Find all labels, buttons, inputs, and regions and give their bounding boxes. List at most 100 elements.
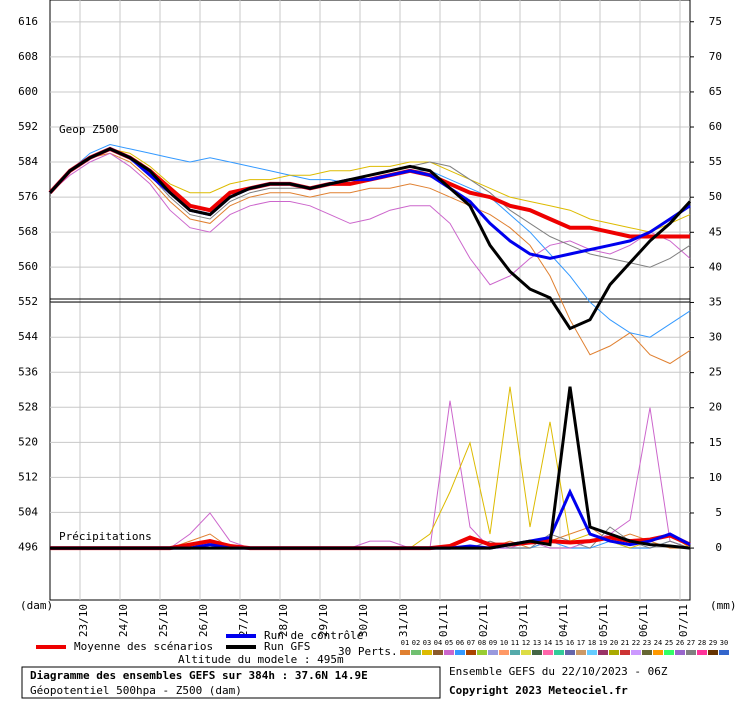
- perturbation-label: 17: [577, 639, 585, 647]
- perturbation-label: 09: [489, 639, 497, 647]
- z500-line: [48, 147, 692, 331]
- perturbation-label: 28: [698, 639, 706, 647]
- perturbation-swatch: [620, 650, 630, 655]
- perturbation-label: 23: [643, 639, 651, 647]
- perturbation-label: 26: [676, 639, 684, 647]
- y-tick-label: 584: [18, 155, 38, 168]
- altitude-note: Altitude du modele : 495m: [178, 653, 344, 666]
- perturbation-swatch: [686, 650, 696, 655]
- legend-label: Run de contrôle: [264, 629, 363, 642]
- perturbation-label: 08: [478, 639, 486, 647]
- perturbation-swatch: [664, 650, 674, 655]
- x-tick-label: 27/10: [237, 604, 250, 637]
- x-tick-label: 31/10: [397, 604, 410, 637]
- y-tick-label: 592: [18, 120, 38, 133]
- perturbation-label: 21: [621, 639, 629, 647]
- perturbation-swatch: [697, 650, 707, 655]
- perturbation-swatch: [719, 650, 729, 655]
- perturbation-label: 24: [654, 639, 662, 647]
- panel-label: Geop Z500: [59, 123, 119, 136]
- perturbation-label: 22: [632, 639, 640, 647]
- legend-label: Moyenne des scénarios: [74, 640, 213, 653]
- perturbation-swatch: [675, 650, 685, 655]
- x-tick-label: 01/11: [437, 604, 450, 637]
- perturbation-label: 30: [720, 639, 728, 647]
- info-subtitle: Géopotentiel 500hpa - Z500 (dam): [30, 684, 242, 697]
- perturbation-label: 16: [566, 639, 574, 647]
- perturbation-swatch: [411, 650, 421, 655]
- perturbation-swatch: [554, 650, 564, 655]
- perturbation-swatch: [565, 650, 575, 655]
- perturbation-swatch: [444, 650, 454, 655]
- perturbation-label: 15: [555, 639, 563, 647]
- y-tick-label: 608: [18, 50, 38, 63]
- perturbation-swatch: [532, 650, 542, 655]
- perturbation-swatch: [576, 650, 586, 655]
- perturbation-label: 11: [511, 639, 519, 647]
- x-tick-label: 06/11: [637, 604, 650, 637]
- perturbation-label: 29: [709, 639, 717, 647]
- y-tick-label: 568: [18, 225, 38, 238]
- perturbation-label: 20: [610, 639, 618, 647]
- y-tick-label: 520: [18, 435, 38, 448]
- perturbation-label: 04: [434, 639, 442, 647]
- y-tick-label: 544: [18, 330, 38, 343]
- y-tick-label: 616: [18, 15, 38, 28]
- perturbation-swatch: [499, 650, 509, 655]
- perturbation-swatch: [455, 650, 465, 655]
- perturbation-label: 14: [544, 639, 552, 647]
- y-tick-label: 496: [18, 540, 38, 553]
- perturbation-label: 05: [445, 639, 453, 647]
- x-tick-label: 23/10: [77, 604, 90, 637]
- y2-tick-label: 20: [709, 401, 722, 414]
- perturbation-label: 06: [456, 639, 464, 647]
- y-tick-label: 552: [18, 295, 38, 308]
- perturbation-label: 18: [588, 639, 596, 647]
- perturbation-swatch: [631, 650, 641, 655]
- y2-tick-label: 60: [709, 120, 722, 133]
- plot-area: [49, 0, 691, 601]
- perturbation-swatch: [433, 650, 443, 655]
- y2-tick-label: 10: [709, 471, 722, 484]
- y-tick-label: 600: [18, 85, 38, 98]
- y2-tick-label: 15: [709, 436, 722, 449]
- y-unit: (dam): [20, 599, 53, 612]
- y2-tick-label: 0: [715, 541, 722, 554]
- panel-label: Précipitations: [59, 530, 152, 543]
- legend-label: Run GFS: [264, 640, 310, 653]
- perturbation-swatch: [400, 650, 410, 655]
- perturbation-label: 02: [412, 639, 420, 647]
- perturbation-label: 12: [522, 639, 530, 647]
- perturbation-swatch: [422, 650, 432, 655]
- y-tick-label: 512: [18, 470, 38, 483]
- perturbation-label: 01: [401, 639, 409, 647]
- perturbation-swatch: [642, 650, 652, 655]
- perturbation-swatch: [609, 650, 619, 655]
- perturbation-label: 19: [599, 639, 607, 647]
- y2-unit: (mm): [710, 599, 737, 612]
- perturbation-swatch: [653, 650, 663, 655]
- x-tick-label: 24/10: [117, 604, 130, 637]
- y2-tick-label: 45: [709, 225, 722, 238]
- info-title: Diagramme des ensembles GEFS sur 384h : …: [30, 669, 368, 682]
- perturbation-swatch: [708, 650, 718, 655]
- z500-line: [49, 152, 691, 286]
- perturbation-title: 30 Perts.: [338, 645, 398, 658]
- z500-line: [48, 147, 691, 260]
- perturbation-swatch: [543, 650, 553, 655]
- perturbation-label: 07: [467, 639, 475, 647]
- precip-line: [50, 386, 691, 550]
- x-tick-label: 04/11: [557, 604, 570, 637]
- y-tick-label: 560: [18, 260, 38, 273]
- perturbation-label: 13: [533, 639, 541, 647]
- y-tick-label: 576: [18, 190, 38, 203]
- run-info: Ensemble GEFS du 22/10/2023 - 06Z: [449, 665, 668, 678]
- y-tick-label: 528: [18, 400, 38, 413]
- y2-tick-label: 55: [709, 155, 722, 168]
- x-tick-label: 02/11: [477, 604, 490, 637]
- y2-tick-label: 30: [709, 331, 722, 344]
- perturbation-swatch: [598, 650, 608, 655]
- perturbation-label: 27: [687, 639, 695, 647]
- y2-tick-label: 35: [709, 295, 722, 308]
